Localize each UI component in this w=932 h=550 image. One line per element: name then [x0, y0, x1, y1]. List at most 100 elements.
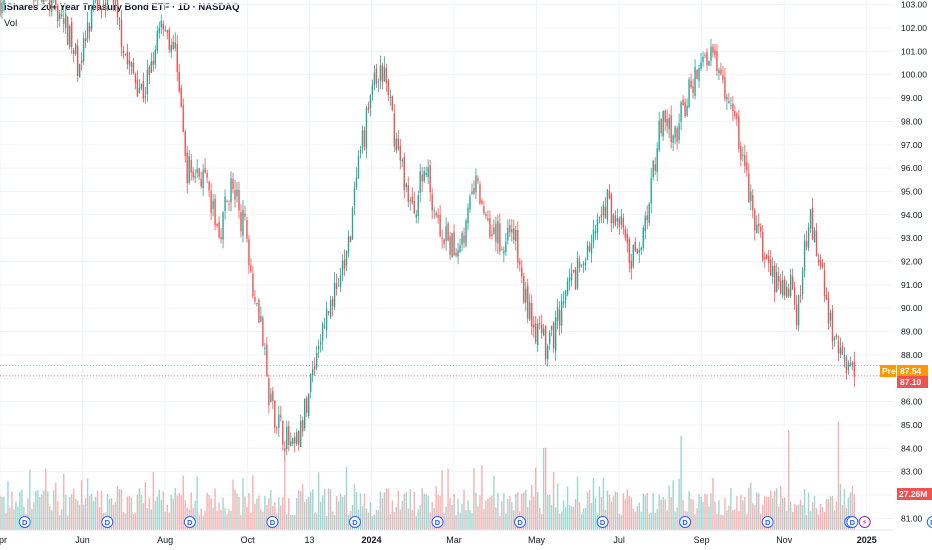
candle-body[interactable] [140, 83, 143, 89]
candle-body[interactable] [156, 30, 159, 51]
candle-body[interactable] [63, 18, 65, 24]
candle-body[interactable] [190, 159, 192, 173]
candle-body[interactable] [668, 118, 670, 130]
candle-body[interactable] [760, 226, 762, 232]
candle-body[interactable] [495, 223, 497, 243]
candle-body[interactable] [732, 103, 734, 112]
candle-body[interactable] [174, 42, 176, 49]
candle-body[interactable] [413, 201, 415, 214]
candle-body[interactable] [0, 0, 1, 16]
candle-body[interactable] [519, 261, 521, 265]
candle-body[interactable] [694, 66, 696, 96]
candle-body[interactable] [813, 230, 816, 243]
candle-body[interactable] [288, 426, 290, 445]
candle-body[interactable] [41, 0, 43, 3]
candle-body[interactable] [459, 245, 461, 252]
candle-body[interactable] [638, 250, 640, 253]
candle-body[interactable] [379, 65, 382, 81]
candle-body[interactable] [313, 366, 316, 370]
candle-body[interactable] [70, 21, 73, 47]
candle-body[interactable] [136, 79, 139, 97]
candle-body[interactable] [734, 111, 736, 117]
candle-body[interactable] [142, 80, 145, 100]
candle-body[interactable] [335, 283, 338, 289]
candle-body[interactable] [710, 46, 712, 61]
candle-body[interactable] [331, 299, 334, 307]
candle-body[interactable] [523, 276, 525, 303]
candle-body[interactable] [369, 95, 372, 108]
candle-body[interactable] [437, 214, 439, 218]
dividend-marker-circle[interactable] [266, 516, 279, 528]
candle-body[interactable] [86, 22, 89, 39]
candle-body[interactable] [339, 275, 342, 287]
candle-body[interactable] [124, 54, 127, 56]
candle-body[interactable] [768, 256, 770, 263]
candle-body[interactable] [280, 415, 282, 418]
candle-body[interactable] [724, 77, 726, 99]
candle-body[interactable] [98, 7, 101, 9]
candle-body[interactable] [427, 167, 429, 177]
candle-body[interactable] [59, 13, 61, 20]
candle-body[interactable] [576, 258, 579, 288]
dividend-marker-circle[interactable] [679, 516, 692, 528]
candle-body[interactable] [126, 51, 129, 64]
candle-body[interactable] [546, 345, 549, 360]
candle-body[interactable] [570, 273, 573, 281]
candle-body[interactable] [656, 148, 658, 173]
dividend-marker[interactable]: D [679, 516, 692, 528]
candle-body[interactable] [168, 29, 170, 50]
dividend-marker-circle[interactable] [926, 516, 932, 528]
candle-body[interactable] [57, 5, 59, 22]
candle-body[interactable] [132, 63, 135, 74]
candle-body[interactable] [134, 74, 137, 83]
dividend-marker[interactable]: D [926, 516, 932, 528]
candle-body[interactable] [94, 0, 97, 1]
candle-body[interactable] [781, 279, 784, 296]
candle-body[interactable] [315, 352, 318, 368]
candle-body[interactable] [736, 113, 738, 119]
candle-body[interactable] [612, 214, 615, 224]
candle-body[interactable] [572, 270, 575, 273]
candle-body[interactable] [628, 239, 631, 264]
candle-body[interactable] [90, 6, 93, 30]
candle-body[interactable] [208, 181, 210, 191]
candle-body[interactable] [644, 216, 646, 231]
candle-body[interactable] [33, 0, 35, 1]
candle-body[interactable] [457, 249, 459, 257]
candle-body[interactable] [467, 207, 469, 223]
candle-body[interactable] [254, 297, 256, 302]
dividend-marker[interactable]: D [596, 516, 609, 528]
candle-body[interactable] [465, 220, 467, 246]
dividend-marker-circle[interactable] [348, 516, 361, 528]
candle-body[interactable] [278, 414, 280, 428]
candle-body[interactable] [716, 51, 718, 72]
candle-body[interactable] [114, 0, 117, 2]
candle-body[interactable] [296, 432, 298, 444]
candle-body[interactable] [216, 223, 218, 226]
candle-body[interactable] [606, 189, 609, 221]
candle-body[interactable] [242, 209, 244, 236]
candle-body[interactable] [622, 217, 625, 228]
candle-body[interactable] [282, 420, 284, 445]
candle-body[interactable] [67, 17, 69, 45]
candle-body[interactable] [118, 18, 121, 21]
candle-body[interactable] [166, 30, 168, 33]
candle-body[interactable] [266, 344, 268, 376]
candle-body[interactable] [246, 220, 248, 239]
candle-body[interactable] [385, 68, 388, 84]
candle-body[interactable] [487, 218, 489, 221]
candle-body[interactable] [304, 398, 306, 429]
candle-body[interactable] [598, 217, 601, 218]
candle-body[interactable] [706, 52, 708, 65]
candle-body[interactable] [302, 420, 304, 432]
candle-body[interactable] [152, 60, 155, 66]
candle-body[interactable] [853, 361, 856, 377]
candle-body[interactable] [588, 246, 591, 251]
candle-body[interactable] [714, 49, 716, 56]
candle-body[interactable] [626, 233, 629, 243]
candle-body[interactable] [652, 160, 654, 178]
candle-body[interactable] [718, 70, 720, 74]
candle-body[interactable] [489, 218, 491, 237]
candle-body[interactable] [309, 374, 312, 392]
